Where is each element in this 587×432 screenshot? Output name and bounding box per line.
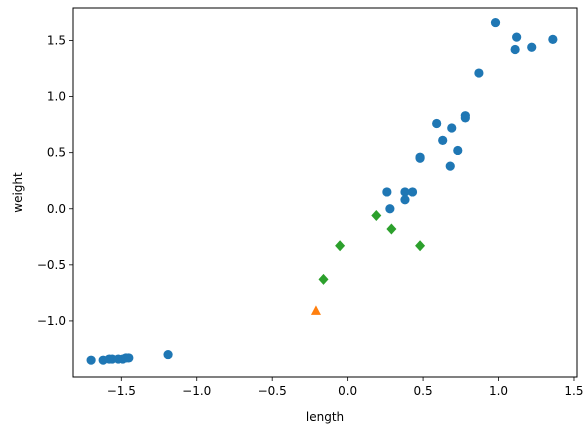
x-tick-label: 0.5	[414, 384, 433, 398]
data-point-circle	[490, 17, 501, 28]
data-point-circle	[407, 187, 418, 197]
data-point-circle	[548, 34, 558, 45]
data-point-circle	[447, 123, 457, 133]
data-point-circle	[460, 113, 470, 123]
axes-frame	[72, 7, 578, 378]
y-tick-label: 1.0	[47, 90, 66, 104]
data-point-circle	[415, 153, 425, 163]
data-point-circle	[400, 187, 410, 197]
data-point-circle	[385, 204, 395, 214]
data-point-circle	[512, 32, 522, 42]
data-point-circle	[527, 42, 537, 52]
x-tick-label: −1.0	[182, 384, 211, 398]
data-point-triangle	[310, 305, 321, 315]
data-point-diamond	[415, 240, 426, 252]
y-axis-label: weight	[11, 172, 25, 213]
data-point-circle	[400, 195, 410, 205]
data-point-diamond	[318, 273, 329, 285]
x-tick-label: 0.0	[338, 384, 357, 398]
x-axis-label: length	[306, 410, 344, 424]
data-point-diamond	[335, 240, 346, 252]
data-point-circle	[382, 187, 392, 197]
data-point-circle	[453, 145, 463, 156]
x-tick-label: −0.5	[258, 384, 287, 398]
x-tick-label: 1.5	[564, 384, 583, 398]
y-tick-label: 1.5	[47, 34, 66, 48]
x-tick-label: −1.5	[107, 384, 136, 398]
y-axis-ticks: −1.0 −0.5 0.0 0.5 1.0 1.5	[37, 34, 73, 328]
plot-area	[86, 17, 558, 365]
data-point-diamond	[386, 223, 397, 235]
data-point-circle	[124, 353, 134, 363]
x-tick-label: 1.0	[489, 384, 508, 398]
data-point-circle	[510, 44, 520, 55]
x-axis-ticks: −1.5 −1.0 −0.5 0.0 0.5 1.0 1.5	[107, 377, 584, 398]
data-point-circle	[438, 135, 448, 145]
data-point-circle	[163, 349, 173, 360]
y-tick-label: 0.0	[47, 202, 66, 216]
data-point-diamond	[371, 209, 382, 221]
data-point-circle	[445, 161, 455, 171]
y-tick-label: −0.5	[37, 258, 66, 272]
data-point-circle	[432, 118, 442, 129]
data-point-circle	[86, 355, 96, 365]
y-tick-label: 0.5	[47, 146, 66, 160]
data-point-circle	[474, 68, 484, 78]
y-tick-label: −1.0	[37, 314, 66, 328]
